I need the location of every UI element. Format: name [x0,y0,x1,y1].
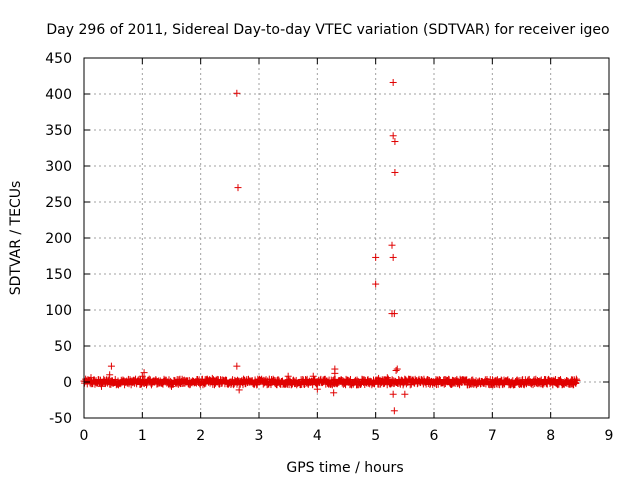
data-point [233,362,241,370]
y-tick-label: 400 [45,87,72,103]
data-point [388,241,396,249]
y-tick-label: 100 [45,303,72,319]
x-tick-label: 5 [371,428,380,444]
x-tick-label: 7 [488,428,497,444]
x-tick-label: 1 [138,428,147,444]
data-point [375,374,383,382]
y-tick-label: 250 [45,195,72,211]
grid-lines [84,58,609,418]
data-point [572,379,580,387]
data-point [87,374,95,382]
data-point [107,362,115,370]
data-point [140,369,148,377]
data-point [210,381,218,389]
data-point [389,78,397,86]
data-point [196,379,204,387]
data-point [331,369,339,377]
data-point [556,376,564,384]
x-tick-label: 8 [546,428,555,444]
x-tick-label: 0 [80,428,89,444]
data-points [80,78,581,415]
data-point [168,382,175,390]
x-tick-label: 9 [605,428,614,444]
data-point [330,389,338,397]
data-point [391,168,399,176]
y-tick-label: 0 [63,375,72,391]
axis-ticks: 0 1 2 3 4 5 6 7 8 9 -50 0 50 100 150 200 250 300 350 400 450 [45,51,613,444]
x-tick-label: 3 [255,428,264,444]
data-point [390,310,398,318]
data-point [391,138,399,146]
y-tick-label: -50 [49,411,72,427]
data-point [445,376,453,384]
data-point [234,184,242,192]
x-tick-label: 2 [196,428,205,444]
y-tick-label: 300 [45,159,72,175]
data-point [235,386,243,394]
data-point [98,382,105,390]
x-axis-label: GPS time / hours [286,460,403,476]
chart-title: Day 296 of 2011, Sidereal Day-to-day VTE… [46,22,609,38]
data-point [389,390,397,398]
y-tick-label: 200 [45,231,72,247]
data-point [233,89,241,97]
x-tick-label: 6 [430,428,439,444]
data-point [372,280,380,288]
data-point [389,132,397,140]
data-point [406,381,414,389]
data-point [573,376,581,384]
y-axis-label: SDTVAR / TECUs [8,181,24,296]
x-tick-label: 4 [313,428,322,444]
data-point [572,375,580,383]
y-tick-label: 450 [45,51,72,67]
data-point [383,374,391,382]
data-point [401,390,409,398]
data-point [393,365,401,373]
data-point [284,372,292,380]
data-point [392,366,400,374]
data-point [390,407,398,415]
data-point [384,375,392,383]
data-point [313,385,321,393]
data-point [389,253,397,261]
data-point [372,253,380,261]
data-point [309,372,317,380]
y-tick-label: 50 [54,339,72,355]
data-point [208,374,216,382]
data-point [106,371,114,379]
y-tick-label: 150 [45,267,72,283]
data-point [138,372,146,380]
y-tick-label: 350 [45,123,72,139]
